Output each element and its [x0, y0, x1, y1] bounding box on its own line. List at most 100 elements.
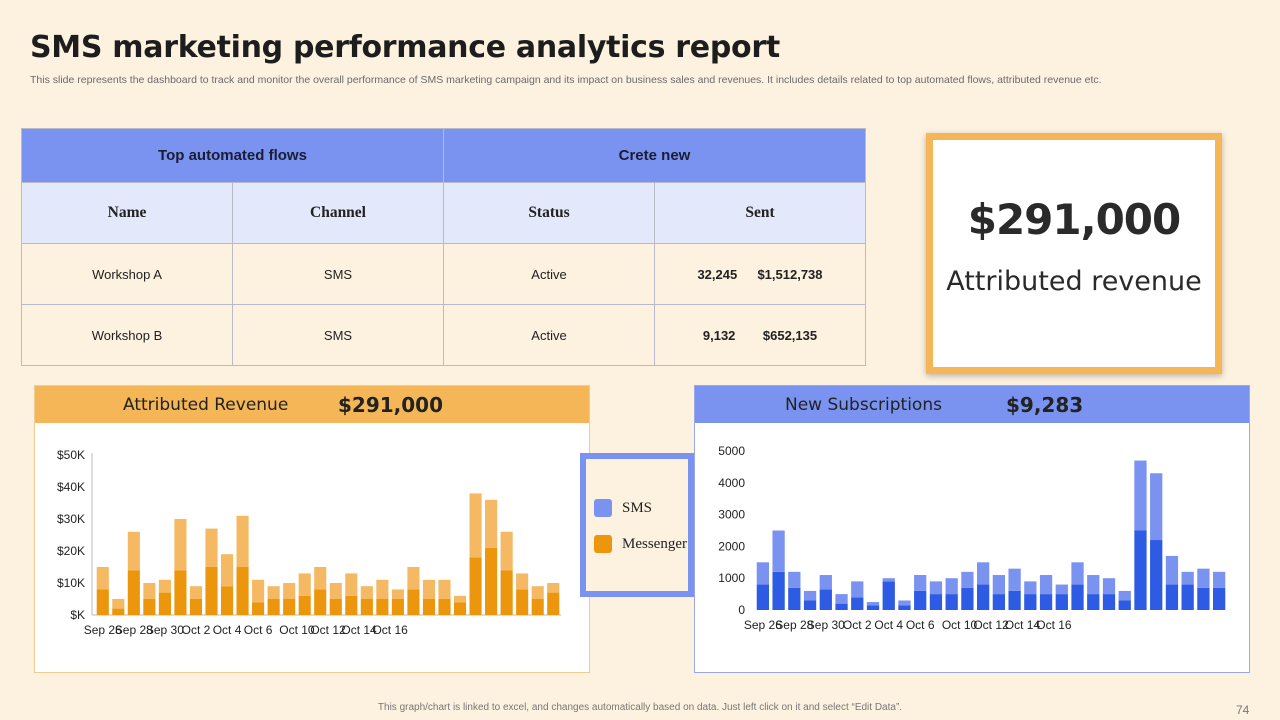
bar-segment-lower — [205, 567, 218, 615]
bar-segment-upper — [1008, 568, 1021, 591]
bar-segment-upper — [531, 586, 544, 599]
bar-segment-lower — [898, 605, 911, 610]
bar-segment-upper — [438, 579, 451, 599]
bar-segment-lower — [516, 589, 529, 615]
attributed-revenue-header: Attributed Revenue $291,000 — [35, 386, 589, 423]
column-header-channel: Channel — [232, 182, 444, 244]
y-tick-label: 2000 — [718, 539, 745, 553]
chart-legend: SMS Messenger — [580, 453, 694, 597]
page-subtitle: This slide represents the dashboard to t… — [30, 74, 1102, 86]
bar-segment-lower — [329, 599, 342, 615]
bar-segment-lower — [1024, 594, 1037, 610]
bar-segment-upper — [1212, 571, 1226, 588]
flow-sent-count: 32,245 — [697, 266, 738, 282]
bar-segment-upper — [267, 586, 280, 599]
y-tick-label: $30K — [57, 512, 85, 526]
bar-segment-lower — [500, 570, 513, 615]
bar-segment-lower — [236, 567, 249, 615]
bar-segment-upper — [329, 583, 342, 599]
flow-channel: SMS — [232, 304, 444, 366]
bar-segment-upper — [929, 581, 943, 595]
flow-sent-cell: 32,245 $1,512,738 — [654, 243, 866, 305]
x-tick-label: Oct 4 — [874, 618, 903, 632]
bar-segment-lower — [267, 599, 280, 615]
x-tick-label: Oct 12 — [310, 623, 346, 637]
page-title: SMS marketing performance analytics repo… — [30, 30, 780, 65]
y-tick-label: 4000 — [718, 476, 745, 490]
bar-segment-upper — [174, 519, 187, 571]
bar-segment-upper — [1181, 571, 1194, 585]
bar-segment-upper — [500, 531, 513, 571]
table-header-create-new[interactable]: Crete new — [443, 128, 866, 183]
x-tick-label: Oct 10 — [279, 623, 315, 637]
bar-segment-upper — [158, 579, 171, 593]
bar-segment-lower — [189, 599, 203, 615]
column-header-name: Name — [21, 182, 233, 244]
bar-segment-upper — [772, 530, 785, 572]
y-tick-label: $10K — [57, 576, 85, 590]
bar-segment-upper — [469, 493, 482, 558]
flow-sent-cell: 9,132 $652,135 — [654, 304, 866, 366]
bar-segment-lower — [1134, 530, 1147, 610]
bar-segment-lower — [1087, 594, 1100, 610]
bar-segment-lower — [835, 603, 848, 610]
bar-segment-lower — [945, 594, 958, 610]
new-subscriptions-value: $9,283 — [1006, 393, 1084, 417]
bar-segment-upper — [1102, 578, 1116, 595]
bar-segment-lower — [283, 599, 296, 615]
bar-segment-upper — [189, 586, 203, 599]
bar-segment-upper — [96, 567, 109, 590]
kpi-label: Attributed revenue — [946, 266, 1202, 297]
bar-segment-upper — [1165, 555, 1179, 585]
bar-segment-lower — [547, 592, 560, 615]
x-tick-label: Oct 14 — [1005, 618, 1041, 632]
x-tick-label: Oct 10 — [942, 618, 978, 632]
bar-segment-lower — [1102, 594, 1116, 610]
bar-segment-lower — [112, 608, 125, 615]
bar-segment-upper — [298, 573, 311, 596]
kpi-value: $291,000 — [967, 195, 1182, 244]
attributed-revenue-value: $291,000 — [338, 393, 444, 417]
bar-segment-lower — [391, 599, 404, 615]
x-tick-label: Sep 26 — [84, 623, 122, 637]
bar-segment-upper — [835, 594, 848, 604]
new-subscriptions-header: New Subscriptions $9,283 — [695, 386, 1249, 423]
legend-swatch-messenger — [594, 535, 612, 553]
bar-segment-lower — [360, 599, 373, 615]
x-tick-label: Oct 14 — [341, 623, 377, 637]
bar-segment-lower — [992, 594, 1006, 610]
bar-segment-upper — [788, 571, 801, 588]
bar-segment-upper — [127, 531, 140, 571]
bar-segment-lower — [252, 602, 265, 615]
bar-segment-upper — [143, 583, 156, 599]
flow-channel: SMS — [232, 243, 444, 305]
bar-segment-upper — [961, 571, 974, 588]
page-number: 74 — [1236, 703, 1250, 717]
bar-segment-upper — [756, 562, 770, 585]
bar-segment-upper — [819, 575, 832, 590]
bar-segment-upper — [803, 590, 817, 601]
bar-segment-upper — [220, 554, 234, 587]
bar-segment-upper — [376, 579, 389, 599]
bar-segment-lower — [851, 597, 864, 610]
bar-segment-upper — [945, 578, 958, 595]
bar-segment-lower — [929, 594, 943, 610]
x-tick-label: Sep 26 — [744, 618, 782, 632]
bar-segment-lower — [772, 571, 785, 610]
bar-segment-upper — [422, 579, 436, 599]
x-tick-label: Oct 2 — [182, 623, 211, 637]
column-header-sent: Sent — [654, 182, 866, 244]
x-tick-label: Oct 2 — [843, 618, 872, 632]
bar-segment-upper — [1118, 590, 1131, 601]
bar-segment-lower — [314, 589, 327, 615]
x-tick-label: Oct 4 — [213, 623, 242, 637]
bar-segment-upper — [345, 573, 358, 596]
bar-segment-upper — [851, 581, 864, 598]
bar-segment-lower — [1039, 594, 1053, 610]
bar-segment-lower — [1197, 587, 1210, 610]
bar-segment-lower — [407, 589, 420, 615]
bar-segment-upper — [453, 595, 467, 603]
bar-segment-upper — [314, 567, 327, 590]
bar-segment-upper — [1071, 562, 1084, 585]
